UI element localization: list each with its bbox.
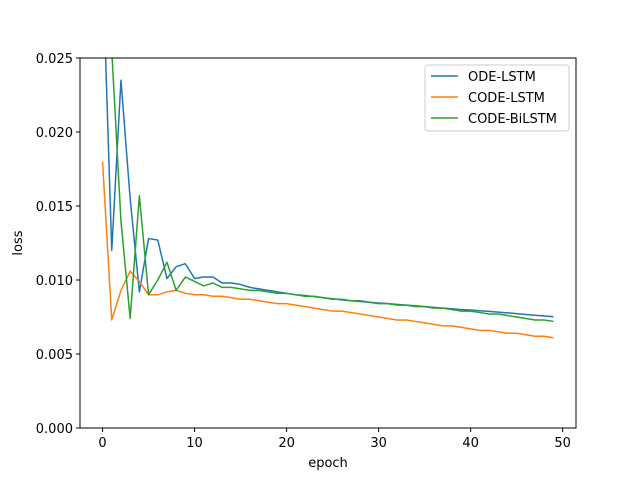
series-layer (101, 58, 554, 339)
x-tick-label: 30 (370, 436, 387, 451)
y-tick-label: 0.005 (36, 348, 73, 363)
x-tick-label: 10 (186, 436, 203, 451)
legend: ODE-LSTM CODE-LSTM CODE-BiLSTM (424, 64, 570, 132)
legend-label-code-bilstm: CODE-BiLSTM (468, 112, 557, 127)
y-tick-label: 0.025 (36, 52, 73, 67)
series-line-code-lstm (101, 161, 554, 339)
x-axis: 0 10 20 30 40 50 (98, 428, 571, 451)
legend-label-ode-lstm: ODE-LSTM (468, 70, 536, 85)
x-tick-label: 0 (98, 436, 106, 451)
x-tick-label: 50 (554, 436, 571, 451)
series-line-code-bilstm (111, 58, 554, 323)
y-tick-label: 0.010 (36, 274, 73, 289)
y-tick-label: 0.015 (36, 200, 73, 215)
y-axis: 0.000 0.005 0.010 0.015 0.020 0.025 (36, 52, 80, 437)
plot-frame (79, 57, 577, 429)
y-axis-label: loss (11, 230, 26, 255)
x-axis-label: epoch (308, 456, 348, 471)
x-tick-label: 40 (462, 436, 479, 451)
legend-label-code-lstm: CODE-LSTM (468, 91, 545, 106)
legend-box (424, 64, 570, 132)
y-tick-label: 0.000 (36, 422, 73, 437)
x-tick-label: 20 (278, 436, 295, 451)
y-tick-label: 0.020 (36, 126, 73, 141)
